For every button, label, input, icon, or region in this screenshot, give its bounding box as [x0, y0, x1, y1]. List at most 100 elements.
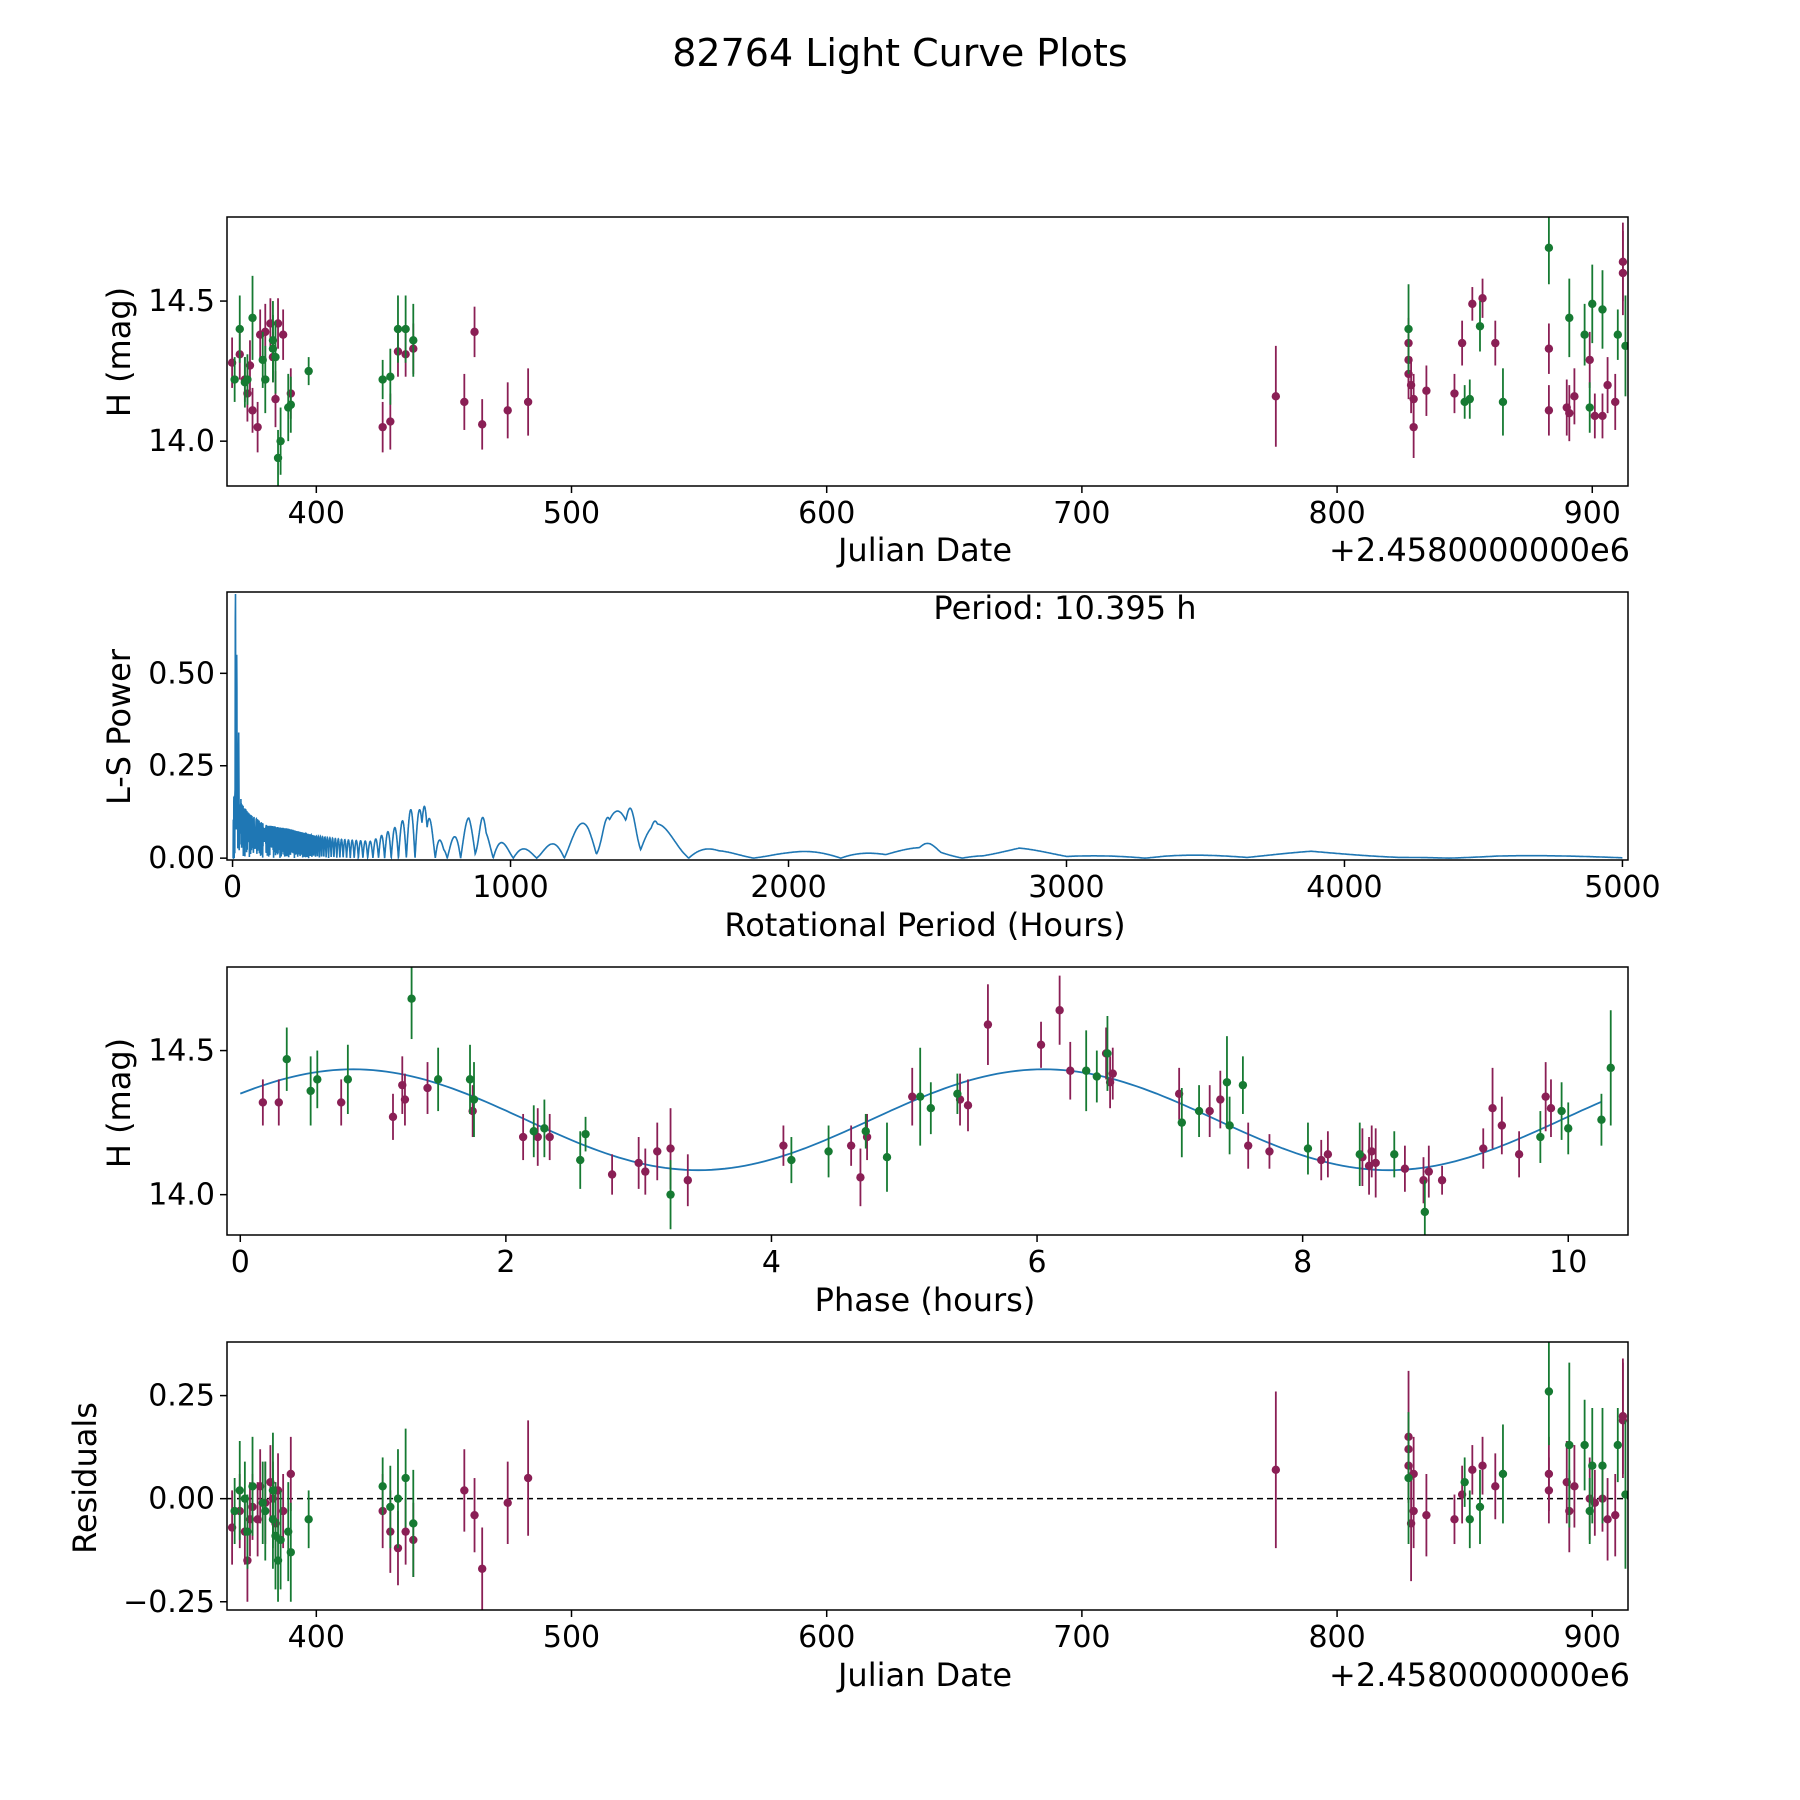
- residuals-point-r: [1544, 1486, 1554, 1495]
- light-curve-point-g: [1580, 330, 1589, 339]
- residuals-point-g: [1475, 1502, 1485, 1512]
- phased-curve-point-g: [882, 1152, 892, 1162]
- residuals-point-r: [1618, 1412, 1628, 1421]
- phased-curve-point-r: [1424, 1167, 1434, 1176]
- light-curve-x-tick-label: 700: [1053, 496, 1110, 531]
- residuals-point-r: [503, 1498, 512, 1508]
- phased-curve-point-r: [1108, 1069, 1117, 1078]
- phased-curve-point-r: [518, 1132, 528, 1142]
- light-curve-point-r: [1422, 386, 1431, 395]
- residuals-point-g: [1580, 1440, 1589, 1450]
- phased-curve-point-r: [1066, 1066, 1075, 1075]
- periodogram-y-tick-label: 0.50: [148, 656, 215, 691]
- periodogram-x-tick-label: 3000: [1028, 870, 1104, 905]
- light-curve-point-r: [1565, 408, 1574, 418]
- phased-curve-y-tick-label: 14.5: [148, 1034, 215, 1069]
- residuals-point-g: [1588, 1461, 1597, 1470]
- periodogram-x-tick-label: 2000: [750, 870, 826, 905]
- phased-curve-point-r: [545, 1132, 554, 1142]
- phased-curve-point-g: [576, 1155, 585, 1165]
- phased-curve-point-r: [1497, 1121, 1507, 1130]
- residuals-point-r: [1409, 1506, 1418, 1516]
- light-curve-point-g: [378, 375, 387, 384]
- phased-curve-point-r: [908, 1092, 917, 1101]
- phased-curve-point-g: [343, 1075, 353, 1084]
- phased-curve-x-tick-label: 8: [1293, 1245, 1312, 1280]
- phased-curve-point-r: [1371, 1158, 1380, 1168]
- residuals-point-r: [286, 1469, 295, 1479]
- periodogram-plot-area: [232, 593, 1623, 860]
- light-curve-point-g: [276, 436, 285, 446]
- phased-curve-point-g: [1564, 1124, 1573, 1133]
- phased-curve-point-g: [540, 1124, 549, 1133]
- light-curve-point-r: [523, 397, 533, 407]
- phased-curve-point-r: [607, 1170, 617, 1179]
- phased-curve-point-r: [1265, 1147, 1274, 1156]
- light-curve-point-r: [378, 422, 387, 432]
- phased-curve-point-r: [1055, 1006, 1064, 1015]
- phased-curve-point-r: [1323, 1150, 1333, 1159]
- light-curve-point-r: [1544, 406, 1554, 415]
- periodogram-y-tick-label: 0.25: [148, 749, 215, 784]
- phased-curve-point-g: [529, 1127, 538, 1136]
- light-curve-point-r: [1450, 389, 1459, 398]
- periodogram-line: [232, 593, 1623, 860]
- phased-curve-plot-area: [239, 967, 1615, 1235]
- residuals-point-r: [401, 1527, 410, 1536]
- phased-curve-point-g: [313, 1075, 322, 1084]
- residuals-point-g: [230, 1506, 239, 1516]
- light-curve-point-r: [1570, 392, 1579, 401]
- phased-curve-point-r: [1367, 1147, 1376, 1156]
- residuals-plot-area: [227, 1342, 1628, 1610]
- light-curve-point-r: [1491, 338, 1500, 348]
- phased-curve-point-g: [1606, 1063, 1615, 1073]
- residuals-point-g: [286, 1548, 295, 1557]
- phased-curve-x-label: Phase (hours): [815, 1281, 1036, 1319]
- phased-curve-point-g: [1390, 1150, 1399, 1159]
- phased-curve-point-g: [953, 1089, 962, 1098]
- phased-curve-point-r: [1488, 1104, 1497, 1113]
- light-curve-plot-area: [227, 217, 1628, 486]
- light-curve-point-r: [460, 397, 469, 407]
- phased-curve-point-g: [1557, 1106, 1566, 1116]
- residuals-point-g: [386, 1502, 395, 1512]
- phased-curve-point-g: [465, 1075, 475, 1084]
- phased-curve-point-g: [282, 1055, 291, 1064]
- light-curve-point-r: [248, 406, 257, 415]
- phased-curve-point-r: [1244, 1141, 1253, 1150]
- residuals-point-g: [1598, 1461, 1607, 1470]
- phased-curve-x-tick-label: 10: [1549, 1245, 1587, 1280]
- residuals-point-r: [1422, 1510, 1431, 1520]
- light-curve-point-r: [253, 422, 262, 432]
- phased-curve-point-g: [1177, 1118, 1187, 1127]
- phased-curve-point-g: [1222, 1078, 1232, 1087]
- phased-curve-point-r: [683, 1176, 693, 1185]
- periodogram-y-label: L-S Power: [100, 648, 138, 805]
- phased-curve-point-r: [423, 1083, 432, 1093]
- light-curve-point-r: [477, 420, 487, 429]
- phased-curve-point-g: [1092, 1072, 1102, 1081]
- phased-curve-point-r: [846, 1141, 856, 1150]
- light-curve-point-r: [1468, 299, 1477, 309]
- residuals-point-g: [393, 1494, 403, 1503]
- periodogram-x-tick-label: 0: [223, 870, 242, 905]
- phased-curve-point-g: [915, 1092, 925, 1101]
- light-curve-point-g: [1621, 341, 1628, 351]
- light-curve-panel: Julian Date +2.4580000000e6 H (mag) 400 5…: [100, 216, 1630, 569]
- light-curve-point-g: [1585, 403, 1594, 412]
- light-curve-point-g: [286, 400, 295, 409]
- light-curve-point-r: [1409, 394, 1418, 404]
- light-curve-x-tick-label: 500: [543, 496, 600, 531]
- phased-curve-point-r: [1514, 1150, 1524, 1159]
- light-curve-point-r: [1590, 411, 1600, 421]
- light-curve-axes-frame: [226, 216, 1629, 487]
- phased-curve-point-g: [581, 1129, 590, 1139]
- light-curve-y-tick-label: 14.0: [148, 424, 215, 459]
- light-curve-point-r: [470, 327, 479, 337]
- residuals-point-r: [1611, 1510, 1620, 1520]
- residuals-point-g: [1565, 1440, 1574, 1450]
- residuals-point-r: [460, 1486, 469, 1495]
- light-curve-y-tick-label: 14.5: [148, 284, 215, 319]
- light-curve-point-r: [503, 406, 512, 415]
- phased-curve-point-r: [1419, 1176, 1428, 1185]
